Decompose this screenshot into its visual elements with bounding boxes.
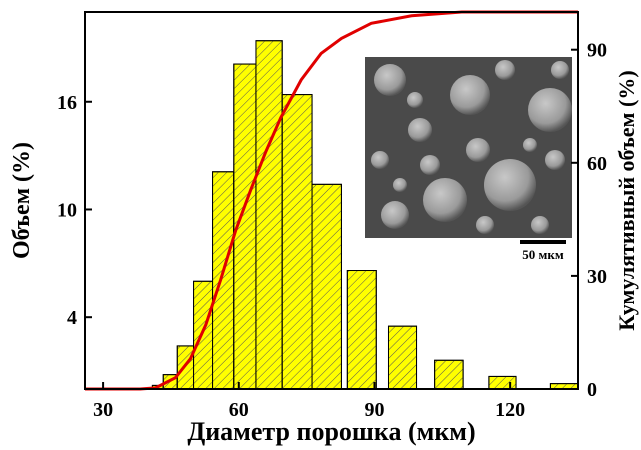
y-tick-label: 16 bbox=[57, 92, 77, 114]
y2-tick-label: 60 bbox=[587, 153, 607, 175]
bar-hatch bbox=[282, 95, 312, 389]
x-tick-label: 30 bbox=[93, 399, 113, 421]
bar-hatch bbox=[256, 41, 282, 389]
scale-label: 50 мкм bbox=[522, 247, 564, 262]
bar-hatch bbox=[435, 360, 463, 389]
x-tick-label: 120 bbox=[495, 399, 525, 421]
y2-tick-label: 30 bbox=[587, 266, 607, 288]
sem-inset: 50 мкм bbox=[365, 57, 572, 262]
y2-tick-label: 0 bbox=[587, 379, 597, 401]
bar-hatch bbox=[489, 376, 516, 389]
x-axis-label: Диаметр порошка (мкм) bbox=[187, 417, 475, 446]
bar-hatch bbox=[388, 326, 416, 389]
chart: 50 мкм 306090120410160306090Диаметр поро… bbox=[0, 0, 641, 450]
y-tick-label: 10 bbox=[57, 199, 77, 221]
bar-hatch bbox=[194, 281, 213, 389]
bar-hatch bbox=[312, 184, 341, 389]
y-axis-label: Объем (%) bbox=[9, 142, 35, 259]
bar-hatch bbox=[347, 271, 376, 389]
y2-tick-label: 90 bbox=[587, 40, 607, 62]
y2-axis-label: Кумулятивный объем (%) bbox=[614, 70, 639, 330]
bar-hatch bbox=[213, 172, 234, 389]
y-tick-label: 4 bbox=[67, 307, 77, 329]
